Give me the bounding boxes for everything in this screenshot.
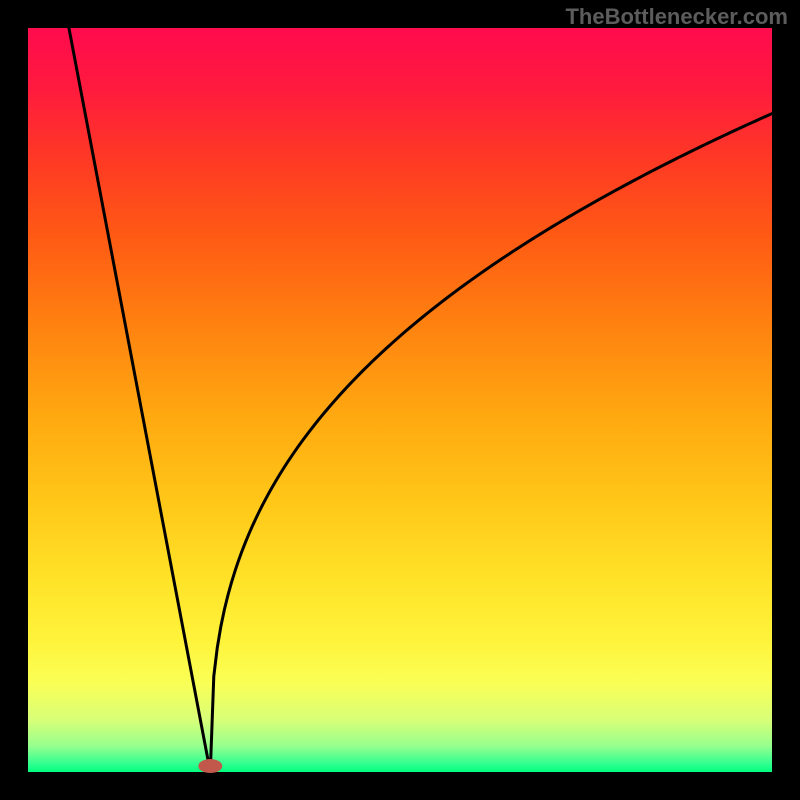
watermark-text: TheBottlenecker.com (565, 4, 788, 29)
valley-marker (198, 759, 222, 773)
bottleneck-chart: TheBottlenecker.com (0, 0, 800, 800)
